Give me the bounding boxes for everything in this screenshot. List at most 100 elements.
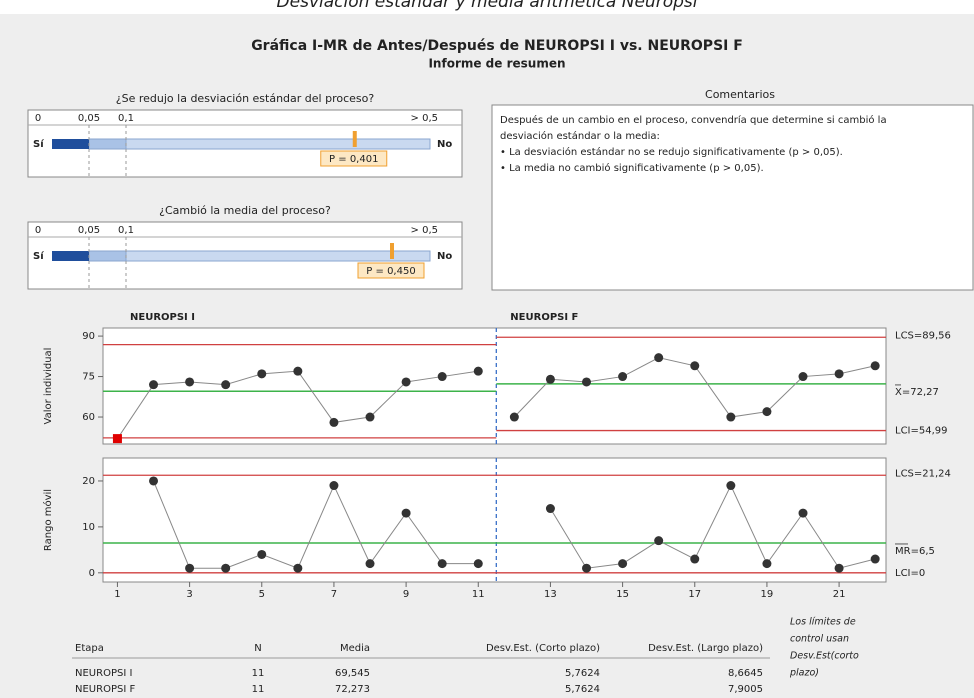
table-cell: 69,545 xyxy=(335,668,370,679)
data-point xyxy=(293,563,303,573)
data-point xyxy=(329,417,339,427)
table-header: Media xyxy=(340,643,370,654)
gauge-title: ¿Se redujo la desviación estándar del pr… xyxy=(116,92,375,105)
data-point xyxy=(690,554,700,564)
table-cell: 11 xyxy=(252,668,265,679)
limit-label: X=72,27 xyxy=(895,387,939,398)
gauge-tick-label: 0 xyxy=(35,225,41,236)
data-line xyxy=(550,484,876,569)
table-cell: 11 xyxy=(252,684,265,695)
data-point xyxy=(149,476,159,486)
p-marker xyxy=(390,243,394,259)
y-axis-title: Valor individual xyxy=(43,348,54,425)
comments-box xyxy=(491,104,974,291)
p-label: P = 0,401 xyxy=(329,154,378,165)
table-header: N xyxy=(254,643,261,654)
data-point xyxy=(798,372,808,382)
gauge-no: No xyxy=(437,139,452,150)
gauge-tick-label: 0,05 xyxy=(78,225,100,236)
data-point xyxy=(690,361,700,371)
gauge-title: ¿Cambió la media del proceso? xyxy=(159,204,331,217)
subtitle: Informe de resumen xyxy=(428,57,565,71)
title: Gráfica I-MR de Antes/Después de NEUROPS… xyxy=(251,38,743,54)
y-tick-label: 10 xyxy=(82,522,95,533)
table-note: Los límites de xyxy=(790,617,856,628)
data-point xyxy=(618,372,628,382)
limit-label: MR=6,5 xyxy=(895,546,935,557)
data-point xyxy=(329,481,339,491)
data-point xyxy=(293,366,303,376)
data-point xyxy=(401,508,411,518)
y-tick-label: 90 xyxy=(82,331,95,342)
p-label: P = 0,450 xyxy=(366,266,415,277)
limit-label: LCI=54,99 xyxy=(895,426,948,437)
x-tick-label: 21 xyxy=(833,589,846,600)
data-point xyxy=(870,361,880,371)
x-tick-label: 11 xyxy=(472,589,485,600)
y-tick-label: 20 xyxy=(82,476,95,487)
limit-label: LCS=89,56 xyxy=(895,330,951,341)
gauge-bar xyxy=(125,250,431,262)
data-point xyxy=(257,549,267,559)
gauge-bar xyxy=(88,250,127,262)
gauge-no: No xyxy=(437,251,452,262)
data-point xyxy=(401,377,411,387)
data-point xyxy=(654,353,664,363)
comment-line: • La media no cambió significativamente … xyxy=(500,162,764,174)
gauge-tick-label: 0 xyxy=(35,113,41,124)
caption: Desviación estándar y media aritmética N… xyxy=(277,0,698,12)
x-tick-label: 5 xyxy=(259,589,265,600)
x-tick-label: 9 xyxy=(403,589,409,600)
data-point xyxy=(365,559,375,569)
data-point xyxy=(149,380,159,390)
flagged-point xyxy=(112,434,122,444)
data-point xyxy=(509,412,519,422)
gauge-yes: Sí xyxy=(33,138,44,150)
data-point xyxy=(473,559,483,569)
gauge-tick-label: > 0,5 xyxy=(411,113,438,124)
comments-title: Comentarios xyxy=(705,88,775,101)
x-tick-label: 1 xyxy=(114,589,120,600)
y-tick-label: 60 xyxy=(82,412,95,423)
gauge-yes: Sí xyxy=(33,250,44,262)
table-cell: 8,6645 xyxy=(728,668,763,679)
table-cell: NEUROPSI I xyxy=(75,668,132,679)
data-point xyxy=(185,377,195,387)
gauge-tick-label: 0,1 xyxy=(118,113,134,124)
p-label-box xyxy=(357,262,425,279)
data-line xyxy=(153,480,479,569)
limit-label: LCS=21,24 xyxy=(895,468,951,479)
plot-area xyxy=(102,457,887,583)
data-point xyxy=(185,563,195,573)
p-label-box xyxy=(320,150,388,167)
comment-line: desviación estándar o la media: xyxy=(500,130,660,142)
x-tick-label: 17 xyxy=(688,589,701,600)
table-header: Etapa xyxy=(75,643,104,654)
data-point xyxy=(221,563,231,573)
data-point xyxy=(762,559,772,569)
data-point xyxy=(221,380,231,390)
table-cell: 72,273 xyxy=(335,684,370,695)
y-tick-label: 0 xyxy=(89,568,95,579)
comment-line: Después de un cambio en el proceso, conv… xyxy=(500,114,887,126)
gauge-tick-label: > 0,5 xyxy=(411,225,438,236)
x-tick-label: 3 xyxy=(186,589,192,600)
table-cell: NEUROPSI F xyxy=(75,684,135,695)
x-tick-label: 13 xyxy=(544,589,557,600)
gauge-bar xyxy=(52,251,89,261)
table-note: Desv.Est(corto xyxy=(790,651,859,662)
stage-label: NEUROPSI I xyxy=(130,312,195,323)
data-point xyxy=(257,369,267,379)
data-point xyxy=(834,563,844,573)
table-cell: 5,7624 xyxy=(565,684,600,695)
table-cell: 7,9005 xyxy=(728,684,763,695)
table-header: Desv.Est. (Corto plazo) xyxy=(486,643,600,654)
gauge-bar xyxy=(52,139,89,149)
data-point xyxy=(437,559,447,569)
data-point xyxy=(582,563,592,573)
x-tick-label: 15 xyxy=(616,589,629,600)
x-tick-label: 19 xyxy=(761,589,774,600)
table-note: control usan xyxy=(790,634,849,645)
plot-area xyxy=(102,327,887,445)
data-point xyxy=(798,508,808,518)
